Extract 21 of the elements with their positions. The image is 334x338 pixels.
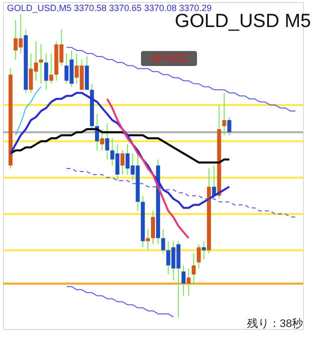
candlestick xyxy=(182,264,186,296)
candlestick xyxy=(196,244,201,269)
candlestick xyxy=(120,150,124,176)
candlestick xyxy=(105,122,110,160)
candlestick xyxy=(44,52,48,90)
chart-title: GOLD_USD M5 xyxy=(174,11,311,32)
candlestick xyxy=(192,252,196,284)
text: GOLD_USD,M5 3370.58 3370.65 3370.08 3370.29 xyxy=(7,3,212,13)
candlestick xyxy=(39,44,44,84)
candlestick xyxy=(212,165,216,200)
candlestick xyxy=(186,268,191,296)
annotation: SHVED xyxy=(150,53,188,65)
candlestick xyxy=(100,128,104,151)
candlestick xyxy=(161,228,166,254)
text: 残り：38秒 xyxy=(246,317,303,330)
candlestick xyxy=(202,240,206,260)
candlestick xyxy=(49,52,54,84)
candlestick xyxy=(222,92,226,136)
candlestick xyxy=(146,228,150,251)
candlestick xyxy=(151,210,155,245)
candlestick xyxy=(227,116,232,136)
